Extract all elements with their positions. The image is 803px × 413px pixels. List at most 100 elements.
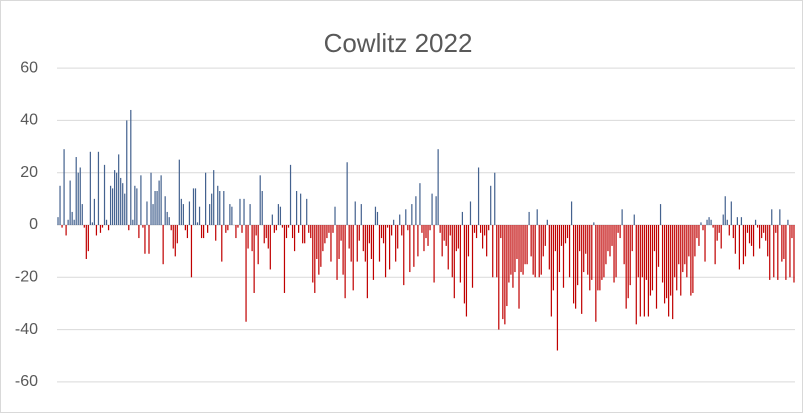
bar bbox=[522, 225, 524, 275]
bar bbox=[81, 204, 83, 225]
bar bbox=[548, 225, 550, 270]
bar bbox=[558, 225, 561, 273]
bar bbox=[215, 225, 217, 241]
bar bbox=[486, 225, 488, 257]
bar bbox=[597, 225, 599, 291]
bar bbox=[560, 225, 563, 246]
bar bbox=[395, 225, 397, 262]
bar bbox=[91, 222, 93, 225]
bar bbox=[213, 170, 215, 225]
bars bbox=[57, 109, 795, 351]
bar bbox=[417, 225, 419, 257]
bar bbox=[419, 183, 421, 225]
bar bbox=[603, 225, 605, 278]
bar bbox=[552, 225, 554, 291]
bar bbox=[95, 225, 98, 236]
bar bbox=[314, 225, 316, 293]
bar bbox=[192, 188, 195, 225]
bar bbox=[617, 225, 619, 233]
bar bbox=[415, 196, 417, 225]
bar bbox=[253, 225, 255, 293]
bar bbox=[738, 225, 741, 270]
bar bbox=[696, 225, 698, 239]
bar bbox=[581, 225, 583, 314]
bar bbox=[746, 225, 749, 233]
bar bbox=[756, 225, 759, 228]
bar bbox=[281, 225, 284, 228]
bar bbox=[568, 225, 571, 278]
bar bbox=[148, 225, 150, 254]
bar bbox=[615, 225, 617, 278]
bar bbox=[445, 225, 447, 246]
bar bbox=[391, 225, 393, 236]
bar bbox=[261, 191, 263, 225]
bar bbox=[688, 225, 690, 257]
bar bbox=[407, 225, 409, 231]
bar bbox=[368, 225, 370, 244]
bar bbox=[744, 225, 747, 257]
bar bbox=[207, 225, 209, 233]
bar bbox=[771, 209, 773, 225]
bar bbox=[116, 172, 118, 225]
bar bbox=[287, 225, 290, 228]
bar bbox=[698, 225, 700, 246]
bar bbox=[140, 175, 142, 225]
bar bbox=[249, 204, 251, 225]
bar bbox=[340, 225, 342, 241]
bar bbox=[57, 217, 59, 225]
bar bbox=[257, 225, 259, 265]
bar bbox=[209, 204, 211, 225]
bar bbox=[575, 225, 577, 309]
bar bbox=[595, 225, 597, 322]
bar bbox=[467, 225, 470, 257]
bar bbox=[154, 191, 156, 225]
bar bbox=[763, 225, 765, 233]
bar bbox=[336, 225, 338, 280]
bar bbox=[306, 198, 308, 225]
bar bbox=[388, 225, 391, 270]
bar bbox=[494, 172, 496, 225]
bar bbox=[231, 206, 233, 225]
y-tick-label: 20 bbox=[20, 164, 38, 181]
bar bbox=[105, 219, 108, 225]
bar bbox=[243, 198, 245, 225]
bar bbox=[184, 225, 186, 231]
bar bbox=[469, 201, 472, 225]
bar bbox=[421, 225, 423, 233]
bar bbox=[170, 225, 172, 231]
bar bbox=[433, 225, 435, 283]
bar bbox=[787, 219, 789, 225]
bar bbox=[89, 151, 91, 225]
bar bbox=[263, 225, 265, 244]
bar bbox=[217, 185, 219, 225]
bar bbox=[653, 225, 656, 252]
bar bbox=[298, 225, 300, 233]
bar bbox=[344, 225, 346, 299]
bar bbox=[639, 225, 641, 317]
bar bbox=[376, 211, 379, 225]
bar bbox=[455, 225, 457, 252]
bar bbox=[532, 225, 534, 275]
bar bbox=[320, 225, 322, 267]
bar bbox=[670, 225, 672, 296]
bar bbox=[326, 225, 328, 239]
bar bbox=[114, 170, 116, 225]
bar bbox=[128, 225, 130, 231]
bar bbox=[71, 211, 73, 225]
bar bbox=[283, 225, 286, 293]
bar bbox=[659, 204, 662, 225]
bar bbox=[237, 225, 239, 228]
bar bbox=[413, 225, 415, 267]
bar bbox=[182, 204, 184, 225]
bar bbox=[79, 167, 81, 225]
bar bbox=[99, 225, 102, 233]
bar bbox=[583, 225, 585, 273]
bar bbox=[686, 225, 688, 278]
bar bbox=[300, 193, 302, 225]
bar bbox=[271, 214, 273, 225]
bar bbox=[726, 219, 728, 225]
bar bbox=[593, 222, 595, 225]
bar bbox=[103, 164, 106, 225]
bar bbox=[611, 225, 613, 246]
